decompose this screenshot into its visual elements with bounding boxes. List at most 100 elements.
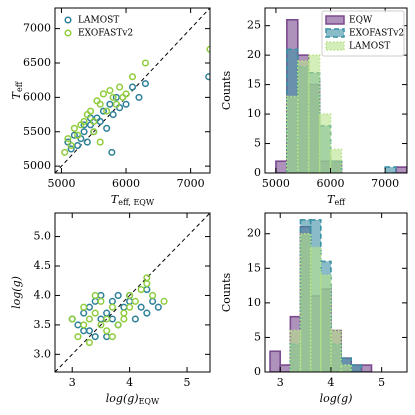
scatter-point xyxy=(97,321,105,329)
x-tick-label: 4 xyxy=(126,376,133,389)
scatter-point xyxy=(91,291,99,299)
scatter-point xyxy=(97,315,105,323)
y-tick-label: 0 xyxy=(254,166,261,179)
panel: 3 4 5 0 5 10 15 20 log(g) Counts xyxy=(220,212,408,405)
histogram-bar xyxy=(384,166,397,173)
identity-line xyxy=(55,213,210,372)
histogram-bar xyxy=(360,364,373,372)
label-main: T xyxy=(111,193,120,206)
scatter-point xyxy=(205,73,210,81)
scatter-point xyxy=(99,107,107,115)
y-tick-label: 10 xyxy=(247,107,261,120)
legend-label: EXOFASTv2 xyxy=(78,29,133,39)
scatter-point xyxy=(97,297,105,305)
x-tick-label: 3 xyxy=(277,376,284,389)
scatter-point xyxy=(103,315,111,323)
scatter-point xyxy=(120,315,128,323)
x-tick-label: 5000 xyxy=(262,177,290,190)
scatter-point xyxy=(114,291,122,299)
scatter-point xyxy=(128,73,137,81)
scatter-point xyxy=(143,280,151,288)
label-main: T xyxy=(327,193,336,206)
scatter-point xyxy=(119,93,127,101)
scatter-point xyxy=(83,111,91,119)
legend-marker xyxy=(64,16,72,24)
scatter-point xyxy=(85,303,93,311)
histogram-bar xyxy=(286,95,299,173)
x-axis-label: log(g) xyxy=(320,392,353,405)
scatter-point xyxy=(103,124,111,132)
x-axis-label: Teff xyxy=(327,193,346,207)
scatter-point xyxy=(67,145,75,153)
histogram-bar xyxy=(269,350,282,372)
scatter-point xyxy=(108,315,116,323)
y-tick-label: 7000 xyxy=(23,22,51,35)
scatter-point xyxy=(154,303,162,311)
scatter-point xyxy=(108,303,116,311)
x-tick-label: 7000 xyxy=(177,177,205,190)
scatter-point xyxy=(90,117,98,125)
scatter-point xyxy=(80,321,88,329)
scatter-point xyxy=(96,100,104,108)
plot-area xyxy=(275,18,407,173)
scatter-point xyxy=(74,321,82,329)
scatter-point xyxy=(80,117,88,125)
y-axis-label: log(g) xyxy=(10,276,23,309)
y-tick-label: 5000 xyxy=(23,159,51,172)
scatter-point xyxy=(109,111,117,119)
scatter-point xyxy=(77,135,85,143)
y-tick-label: 15 xyxy=(247,78,261,91)
y-axis-label: Counts xyxy=(220,273,233,313)
x-tick-label: 3 xyxy=(69,376,76,389)
scatter-point xyxy=(149,291,157,299)
scatter-point xyxy=(120,303,128,311)
scatter-point xyxy=(93,114,101,122)
x-axis-label: log(g)EQW xyxy=(106,392,160,406)
histogram-bar xyxy=(296,60,310,173)
scatter-point xyxy=(131,297,139,305)
y-tick-label: 5 xyxy=(254,330,261,343)
histogram-bar xyxy=(350,364,363,372)
axes-frame xyxy=(264,212,408,373)
y-tick-label: 0 xyxy=(254,365,261,378)
scatter-point xyxy=(108,297,116,305)
label-sub: eff, EQW xyxy=(118,198,155,207)
scatter-point xyxy=(80,309,88,317)
axes-frame xyxy=(264,7,408,174)
scatter-point xyxy=(103,333,111,341)
label-sub: EQW xyxy=(139,397,160,406)
y-tick-label: 5 xyxy=(254,137,261,150)
y-tick-label: 25 xyxy=(247,19,261,32)
scatter-point xyxy=(80,303,88,311)
scatter-point xyxy=(61,148,69,156)
scatter-point xyxy=(96,117,104,125)
plot-area xyxy=(55,8,210,173)
scatter-point xyxy=(96,138,104,146)
legend-label: EXOFASTv2 xyxy=(349,29,404,39)
y-tick-label: 6000 xyxy=(23,90,51,103)
y-tick-label: 20 xyxy=(247,227,261,240)
scatter-point xyxy=(112,100,120,108)
histogram-bar xyxy=(275,160,288,173)
panel: 5000 6000 7000 5000 5500 6000 6500 7000 Teff, EQ… xyxy=(10,7,211,207)
scatter-point xyxy=(122,90,130,98)
histogram-bar xyxy=(289,329,302,372)
scatter-point xyxy=(64,135,72,143)
histogram-bar xyxy=(395,166,407,173)
scatter-point xyxy=(108,333,116,341)
x-tick-label: 7000 xyxy=(371,177,399,190)
histogram-bar xyxy=(329,148,343,173)
scatter-point xyxy=(85,327,93,335)
scatter-point xyxy=(80,128,88,136)
label-main: T xyxy=(10,90,23,99)
scatter-point xyxy=(85,339,93,347)
y-tick-label: 15 xyxy=(247,261,261,274)
label-main: log(g) xyxy=(106,392,139,405)
histogram-bar xyxy=(307,54,321,173)
scatter-point xyxy=(114,321,122,329)
plot-area xyxy=(269,219,373,372)
scatter-point xyxy=(86,114,95,122)
scatter-point xyxy=(80,327,88,335)
scatter-point xyxy=(109,93,117,101)
scatter-point xyxy=(74,141,82,150)
